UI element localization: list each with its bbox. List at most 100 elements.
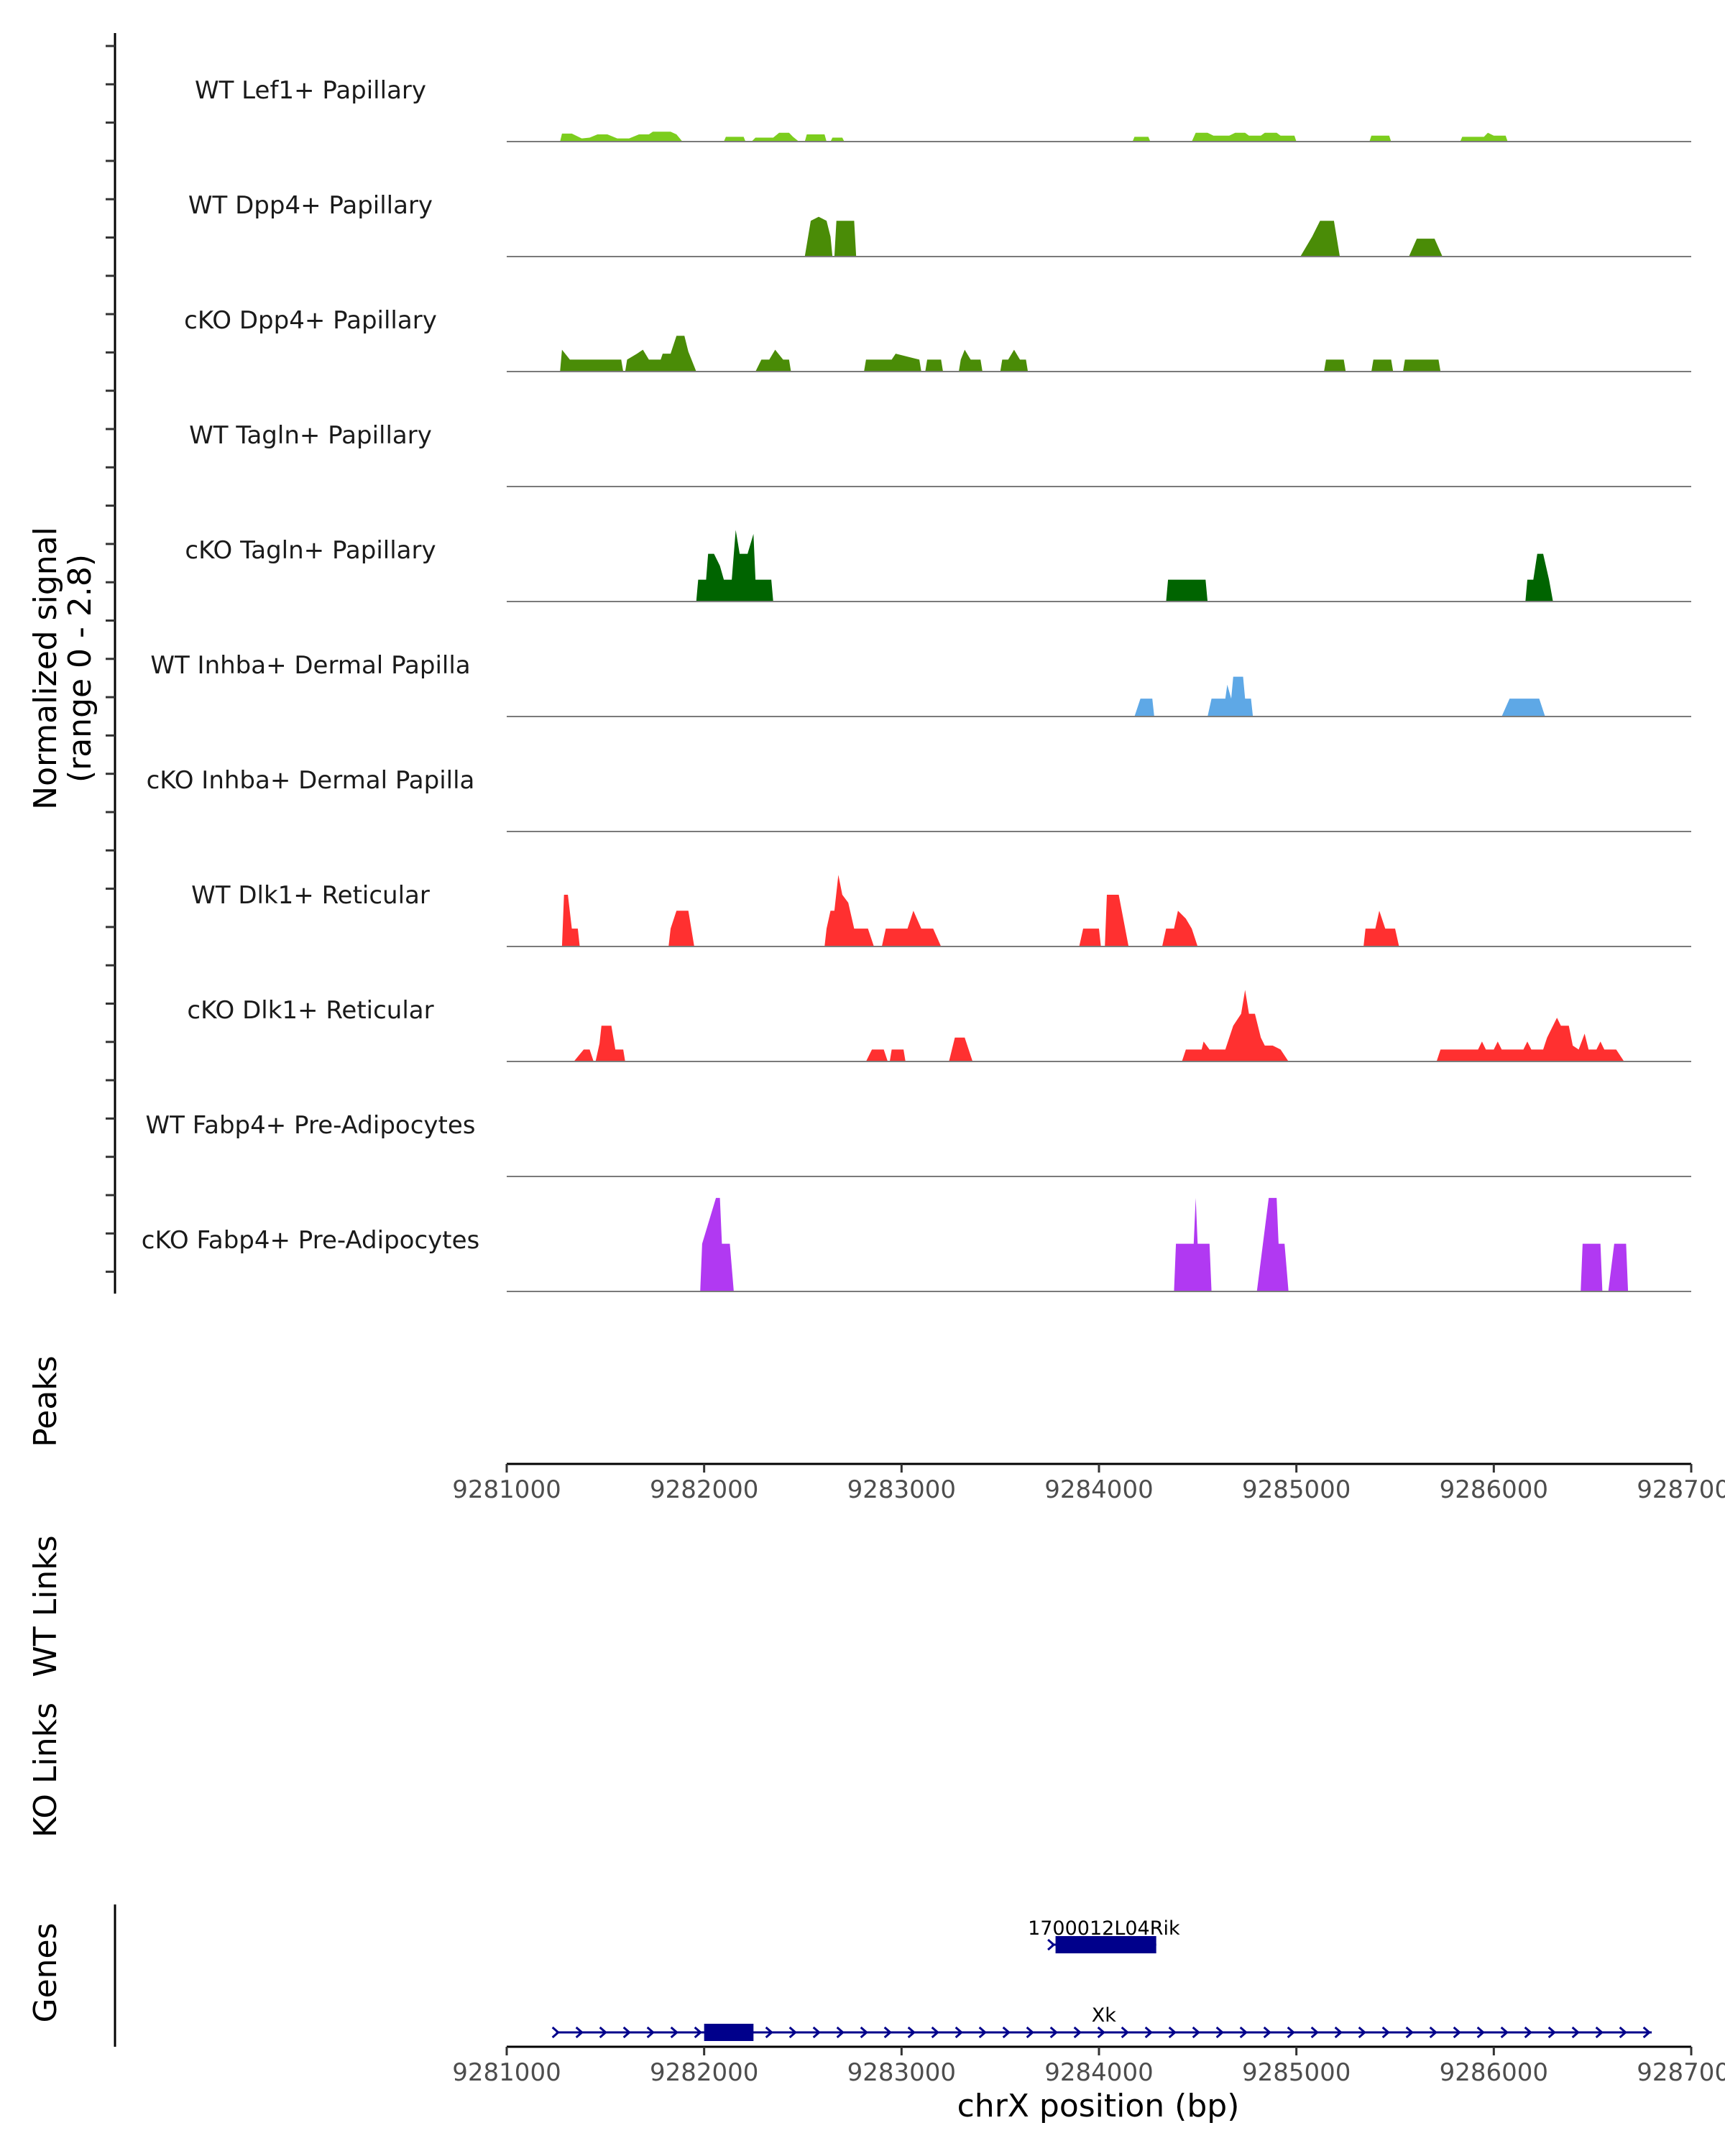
x-axis-title: chrX position (bp): [957, 2088, 1240, 2124]
exon: [1055, 1936, 1156, 1953]
signal-area: [804, 216, 1443, 257]
strand-arrow: [1097, 2026, 1105, 2039]
x-tick-label: 9286000: [1440, 2058, 1548, 2087]
x-tick-label: 9284000: [1044, 1475, 1153, 1504]
gene-label: Xk: [1092, 2004, 1116, 2027]
signal-area: [561, 875, 1399, 946]
strand-arrow: [978, 2026, 987, 2039]
strand-arrow: [954, 2026, 963, 2039]
strand-arrow: [575, 2026, 584, 2039]
strand-arrow: [1168, 2026, 1177, 2039]
strand-arrow: [1381, 2026, 1390, 2039]
strand-arrow: [1049, 2026, 1058, 2039]
track-label: cKO Tagln+ Papillary: [185, 536, 436, 565]
strand-arrow: [622, 2026, 631, 2039]
track-label: cKO Dpp4+ Papillary: [184, 306, 437, 335]
x-tick-label: 9281000: [452, 2058, 561, 2087]
track-9: WT Fabp4+ Pre-Adipocytes: [146, 1111, 1691, 1177]
track-7: WT Dlk1+ Reticular: [191, 875, 1691, 947]
strand-arrow: [1144, 2026, 1153, 2039]
strand-arrow: [694, 2026, 702, 2039]
strand-arrow: [883, 2026, 892, 2039]
y-axis-title-line2: (range 0 - 2.8): [62, 554, 98, 783]
strand-arrow: [599, 2026, 607, 2039]
signal-area: [696, 530, 1553, 602]
strand-arrow: [1026, 2026, 1034, 2039]
strand-arrow: [788, 2026, 797, 2039]
track-label: WT Fabp4+ Pre-Adipocytes: [146, 1111, 476, 1140]
x-tick-label: 9281000: [452, 1475, 561, 1504]
strand-arrow: [907, 2026, 916, 2039]
strand-arrow: [1429, 2026, 1438, 2039]
track-2: cKO Dpp4+ Papillary: [184, 306, 1691, 372]
signal-area: [560, 336, 1441, 372]
signal-y-axis-title: Normalized signal (range 0 - 2.8): [27, 527, 98, 810]
x-tick-label: 9283000: [847, 1475, 956, 1504]
strand-arrow: [1595, 2026, 1604, 2039]
strand-arrow: [1571, 2026, 1580, 2039]
strand-arrow: [1287, 2026, 1295, 2039]
gene-annotations: 1700012L04Rik Xk: [551, 1917, 1652, 2041]
strand-arrow: [1239, 2026, 1248, 2039]
strand-arrow: [1405, 2026, 1414, 2039]
track-4: cKO Tagln+ Papillary: [185, 530, 1691, 602]
genes-track-title: Genes: [27, 1922, 64, 2022]
track-5: WT Inhba+ Dermal Papilla: [150, 651, 1691, 717]
gene-0: 1700012L04Rik: [1028, 1917, 1180, 1953]
peaks-track-title: Peaks: [27, 1355, 64, 1447]
track-3: WT Tagln+ Papillary: [189, 421, 1691, 487]
exon: [704, 2024, 754, 2041]
strand-arrow: [1215, 2026, 1224, 2039]
strand-arrow: [1619, 2026, 1627, 2039]
x-tick-label: 9284000: [1044, 2058, 1153, 2087]
signal-area: [1134, 676, 1545, 717]
ko-links-track-title: KO Links: [27, 1703, 64, 1838]
track-10: cKO Fabp4+ Pre-Adipocytes: [142, 1197, 1691, 1292]
track-label: WT Tagln+ Papillary: [189, 421, 432, 450]
strand-arrow: [670, 2026, 678, 2039]
peaks-x-axis: 9281000 9282000 9283000 9284000 9285000 92860…: [452, 1462, 1725, 1504]
x-tick-label: 9283000: [847, 2058, 956, 2087]
strand-arrow: [812, 2026, 821, 2039]
x-tick-label: 9286000: [1440, 1475, 1548, 1504]
x-tick-label: 9282000: [650, 2058, 758, 2087]
track-label: cKO Fabp4+ Pre-Adipocytes: [142, 1226, 480, 1255]
x-tick-label: 9287000: [1637, 2058, 1725, 2087]
wt-links-track-title: WT Links: [27, 1535, 64, 1677]
y-axis-title-line1: Normalized signal: [27, 527, 64, 810]
strand-arrow: [1047, 1938, 1056, 1951]
track-label: WT Lef1+ Papillary: [195, 76, 426, 105]
x-tick-label: 9287000: [1637, 1475, 1725, 1504]
strand-arrow: [646, 2026, 655, 2039]
strand-arrow: [836, 2026, 845, 2039]
strand-arrow: [1334, 2026, 1343, 2039]
strand-arrow: [1192, 2026, 1200, 2039]
strand-arrow: [1642, 2026, 1651, 2039]
strand-arrow: [1453, 2026, 1461, 2039]
track-label: WT Dpp4+ Papillary: [188, 191, 433, 220]
x-tick-label: 9282000: [650, 1475, 758, 1504]
strand-arrow: [1073, 2026, 1082, 2039]
strand-arrow: [1310, 2026, 1319, 2039]
strand-arrow: [931, 2026, 939, 2039]
strand-arrow: [765, 2026, 773, 2039]
strand-arrow: [1500, 2026, 1509, 2039]
track-1: WT Dpp4+ Papillary: [188, 191, 1691, 257]
track-label: cKO Dlk1+ Reticular: [187, 996, 433, 1025]
strand-arrow: [1121, 2026, 1129, 2039]
track-0: WT Lef1+ Papillary: [195, 76, 1691, 142]
gene-1: Xk: [551, 2004, 1652, 2041]
track-label: cKO Inhba+ Dermal Papilla: [147, 766, 475, 795]
bottom-x-axis: 9281000 9282000 9283000 9284000 9285000 92860…: [452, 2045, 1725, 2087]
signal-area: [700, 1197, 1629, 1291]
strand-arrow: [1524, 2026, 1532, 2039]
strand-arrow: [1002, 2026, 1011, 2039]
track-label: WT Dlk1+ Reticular: [191, 881, 430, 910]
strand-arrow: [860, 2026, 868, 2039]
strand-arrow: [551, 2026, 560, 2039]
strand-arrow: [1358, 2026, 1366, 2039]
x-tick-label: 9285000: [1242, 2058, 1351, 2087]
signal-tracks: WT Lef1+ Papillary WT Dpp4+ Papillary cKO …: [142, 76, 1691, 1292]
track-label: WT Inhba+ Dermal Papilla: [150, 651, 470, 680]
